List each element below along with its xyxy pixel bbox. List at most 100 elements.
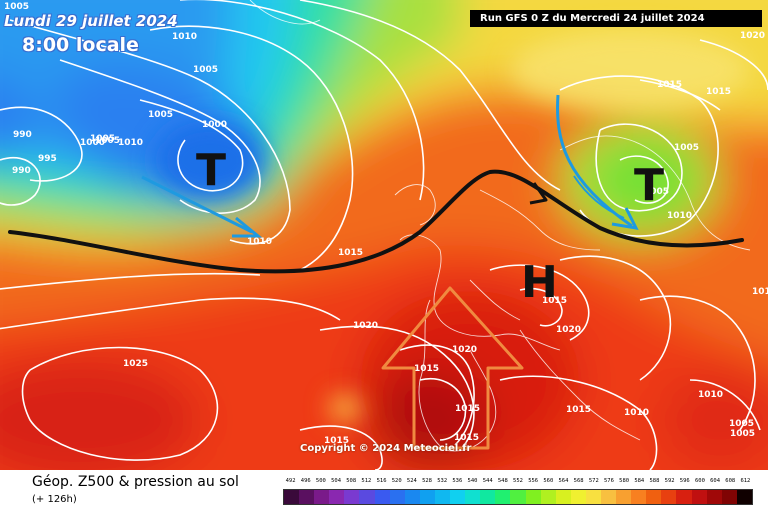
isobar-label: 1020 bbox=[353, 321, 378, 331]
model-run-info: Run GFS 0 Z du Mercredi 24 juillet 2024 bbox=[470, 10, 762, 27]
isobar-label: 1010 bbox=[172, 32, 197, 42]
scale-swatch bbox=[314, 490, 330, 504]
isobar-label: 1015 bbox=[454, 433, 479, 443]
scale-label: 604 bbox=[710, 478, 721, 484]
coastlines bbox=[249, 0, 751, 452]
scale-label: 556 bbox=[528, 478, 539, 484]
isobar-label: 1005 bbox=[193, 65, 218, 75]
scale-label: 576 bbox=[603, 478, 614, 484]
scale-label: 596 bbox=[679, 478, 690, 484]
scale-label: 548 bbox=[497, 478, 508, 484]
low-pressure-symbol: T bbox=[634, 160, 664, 211]
scale-label: 492 bbox=[285, 478, 296, 484]
isobar-label: 1005 bbox=[4, 2, 29, 12]
trough-arrow-north-head-icon bbox=[611, 207, 639, 230]
scale-swatch bbox=[691, 490, 707, 504]
scale-swatch bbox=[450, 490, 466, 504]
jet-axis-line bbox=[8, 169, 744, 274]
heat-advection-arrow-icon bbox=[381, 286, 524, 450]
color-scale-legend: 492 496 500 504 508 512 516 520 524 528 532 536 540 5… bbox=[283, 478, 753, 510]
scale-label: 564 bbox=[558, 478, 569, 484]
isobar-label: 1000 bbox=[80, 138, 105, 148]
isobar-label: 1010 bbox=[698, 390, 723, 400]
scale-swatch bbox=[585, 490, 601, 504]
map-canvas: 1005 1010 1005 990 995 990 1005 1000 100… bbox=[0, 0, 768, 470]
scale-swatch bbox=[480, 490, 496, 504]
scale-swatch bbox=[540, 490, 556, 504]
scale-swatch bbox=[510, 490, 526, 504]
scale-swatch bbox=[495, 490, 511, 504]
scale-swatch bbox=[284, 490, 300, 504]
high-pressure-symbol: H bbox=[521, 257, 558, 308]
forecast-lead-time: (+ 126h) bbox=[32, 494, 77, 505]
scale-label: 588 bbox=[649, 478, 660, 484]
isobar-label: 990 bbox=[12, 166, 31, 176]
scale-swatch bbox=[434, 490, 451, 504]
scale-swatch bbox=[389, 490, 405, 504]
isobar-label: 1015 bbox=[706, 87, 731, 97]
isobar-label: 1010 bbox=[624, 408, 649, 418]
isobar-label: 1015 bbox=[338, 248, 363, 258]
scale-swatch bbox=[329, 490, 345, 504]
isobar-label: 1020 bbox=[740, 31, 765, 41]
scale-bar bbox=[283, 489, 753, 505]
forecast-time: 8:00 locale bbox=[22, 34, 139, 56]
scale-swatch bbox=[736, 490, 752, 504]
scale-swatch bbox=[525, 490, 541, 504]
scale-swatch bbox=[661, 490, 677, 504]
trough-arrow-north-2 bbox=[573, 175, 625, 219]
scale-label: 552 bbox=[513, 478, 523, 484]
low-pressure-symbol: T bbox=[196, 145, 226, 196]
isobar-label: 1020 bbox=[556, 325, 581, 335]
map-footer: Géop. Z500 & pression au sol (+ 126h) 49… bbox=[0, 470, 768, 512]
scale-label: 508 bbox=[346, 478, 357, 484]
scale-swatch bbox=[570, 490, 586, 504]
isobar-label: 1005 bbox=[730, 429, 755, 439]
isobar-label: 1010 bbox=[667, 211, 692, 221]
isobar-label: 1015 bbox=[324, 436, 349, 446]
isobar-labels: 1005 1010 1005 990 995 990 1005 1000 100… bbox=[4, 2, 768, 446]
scale-label: 528 bbox=[422, 478, 432, 484]
isobar-label: 1005 bbox=[95, 136, 120, 146]
isobar-label: 1015 bbox=[414, 364, 439, 374]
isobar-label: 1015 bbox=[455, 404, 480, 414]
scale-swatch bbox=[465, 490, 481, 504]
isobars bbox=[0, 0, 768, 470]
scale-label: 608 bbox=[725, 478, 736, 484]
scale-label: 540 bbox=[467, 478, 478, 484]
scale-swatch bbox=[600, 490, 617, 504]
scale-label: 592 bbox=[664, 478, 675, 484]
forecast-date: Lundi 29 juillet 2024 bbox=[4, 12, 178, 30]
isobar-label: 1010 bbox=[247, 237, 272, 247]
scale-label: 584 bbox=[634, 478, 645, 484]
scale-label: 504 bbox=[331, 478, 342, 484]
scale-swatch bbox=[555, 490, 571, 504]
scale-swatch bbox=[721, 490, 737, 504]
isobar-label: 1005 bbox=[644, 187, 669, 197]
trough-arrow-north bbox=[556, 94, 633, 228]
jet-arrow-head-icon bbox=[529, 182, 548, 205]
scale-swatch bbox=[419, 490, 435, 504]
scale-label: 560 bbox=[543, 478, 554, 484]
isobar-label: 1010 bbox=[118, 138, 143, 148]
scale-swatch bbox=[646, 490, 662, 504]
scale-swatch bbox=[344, 490, 360, 504]
scale-swatch bbox=[706, 490, 722, 504]
isobar-label: 1025 bbox=[123, 359, 148, 369]
isobar-label: 1005 bbox=[148, 110, 173, 120]
isobar-label: 1015 bbox=[566, 405, 591, 415]
trough-arrow-atlantic bbox=[141, 175, 253, 234]
map-title: Géop. Z500 & pression au sol bbox=[32, 474, 239, 490]
scale-label: 544 bbox=[482, 478, 493, 484]
scale-label: 496 bbox=[300, 478, 311, 484]
scale-label: 524 bbox=[406, 478, 417, 484]
scale-swatch bbox=[359, 490, 375, 504]
scale-swatch bbox=[404, 490, 420, 504]
trough-arrows bbox=[141, 94, 639, 238]
copyright-notice: Copyright © 2024 Meteociel.fr bbox=[300, 443, 472, 454]
isobar-label: 1020 bbox=[452, 345, 477, 355]
isobar-label: 1015 bbox=[542, 296, 567, 306]
scale-swatch bbox=[676, 490, 692, 504]
isobar-label: 1005 bbox=[729, 419, 754, 429]
weather-map: 1005 1010 1005 990 995 990 1005 1000 100… bbox=[0, 0, 768, 470]
